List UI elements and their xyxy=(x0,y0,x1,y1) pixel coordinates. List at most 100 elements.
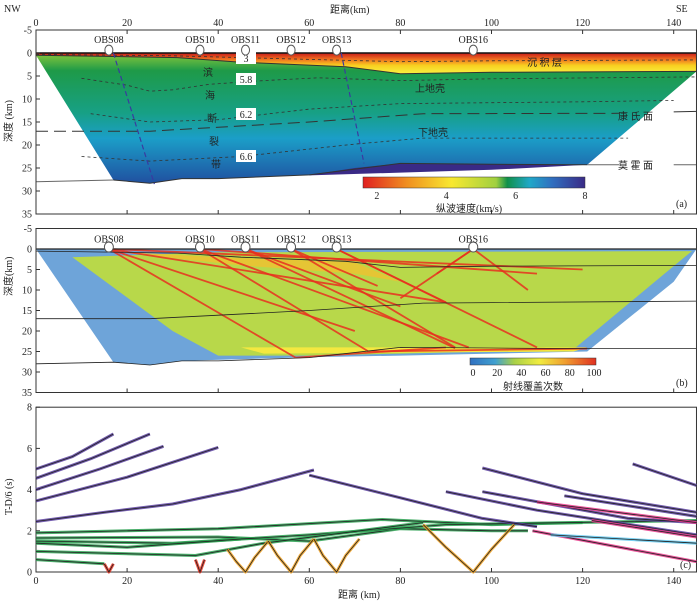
panel-b-colorbar-label: 射线覆盖次数 xyxy=(503,380,563,393)
obs-station-label: OBS11 xyxy=(231,35,260,46)
ray-path xyxy=(336,248,447,304)
fault-zone-char: 滨 xyxy=(203,66,213,79)
calculated-arrival-pmp-2 xyxy=(35,433,151,479)
calculated-arrival-pmp-3 xyxy=(35,445,164,490)
obs-station-marker xyxy=(241,44,251,56)
panel-a-ylabel: 深度 (km) xyxy=(2,100,15,142)
observed-arrival-pmp-4 xyxy=(35,445,219,503)
calculated-arrival-pg-3 xyxy=(35,520,697,544)
observed-arrival-pmp-6 xyxy=(308,473,538,529)
observed-arrival-ps-36 xyxy=(193,559,206,574)
panel-a-label: (a) xyxy=(676,199,687,210)
calculated-arrival-pn-3 xyxy=(591,520,697,538)
obs-station-marker xyxy=(104,44,114,56)
ray-path xyxy=(199,248,369,353)
fault-zone-char: 海 xyxy=(205,89,215,102)
high-coverage-region xyxy=(108,251,401,282)
colorbar-tick-label: 60 xyxy=(541,368,551,379)
obs-station-marker xyxy=(468,44,478,56)
fault-zone-label: 滨 海 断 裂 带 xyxy=(203,66,221,171)
obs-station-marker xyxy=(331,241,342,253)
y-tick-label: 20 xyxy=(22,327,32,338)
y-tick-label: 0 xyxy=(27,568,32,579)
obs-station-marker xyxy=(103,241,114,253)
x-tick-label: 120 xyxy=(575,18,590,29)
y-tick-label: 25 xyxy=(22,347,32,358)
ray-path xyxy=(290,248,456,349)
calculated-arrival-pg-4 xyxy=(35,522,424,556)
obs-station-marker xyxy=(332,44,342,56)
fault-zone-char: 带 xyxy=(211,159,221,171)
obs-station-marker xyxy=(286,241,297,253)
calculated-arrival-pmp-11 xyxy=(632,463,697,486)
se-label: SE xyxy=(676,4,688,15)
contour-label: 3 xyxy=(244,54,249,65)
ray-coverage-colorbar xyxy=(469,357,597,366)
calculated-arrival-ps-36 xyxy=(195,559,205,574)
obs-station-label: OBS08 xyxy=(94,35,123,46)
moho-extension-left xyxy=(35,179,114,183)
x-tick-label: 60 xyxy=(304,576,314,587)
calculated-arrival-pg-5 xyxy=(35,559,105,565)
y-tick-label: 5 xyxy=(27,72,32,83)
obs-station-label: OBS11 xyxy=(231,235,260,246)
colorbar-tick-label: 80 xyxy=(565,368,575,379)
x-tick-label: 120 xyxy=(575,576,590,587)
colorbar-tick-label: 20 xyxy=(492,368,502,379)
calculated-arrival-ps-46 xyxy=(226,540,269,573)
fault-zone-char: 断 xyxy=(207,112,217,125)
y-tick-label: 10 xyxy=(22,286,32,297)
panel-a-velocity-model: 35.86.26.60 20 40 60 80 100 120 140-50510152025… xyxy=(22,18,697,221)
x-tick-label: 140 xyxy=(666,18,681,29)
obs-station-label: OBS08 xyxy=(94,235,123,246)
y-tick-label: 30 xyxy=(22,368,32,379)
x-tick-label: 0 xyxy=(34,18,39,29)
y-tick-label: 4 xyxy=(27,485,32,496)
ray-path xyxy=(245,248,456,350)
ray-path xyxy=(436,248,474,275)
calculated-arrival-pmp-8 xyxy=(445,491,697,536)
calculated-arrival-pmp-4 xyxy=(35,447,219,502)
x-tick-label: 80 xyxy=(395,18,405,29)
calculated-arrival-pmp-10 xyxy=(564,495,697,517)
contour-label-box xyxy=(236,108,256,120)
calculated-arrival-pmp-1 xyxy=(35,433,114,470)
obs-station-marker xyxy=(194,241,205,253)
y-tick-label: 8 xyxy=(27,403,32,414)
sediment-base-line xyxy=(35,54,697,75)
calculated-arrival-pmp-7 xyxy=(482,467,697,513)
obs-station-marker xyxy=(468,241,479,253)
y-tick-label: 10 xyxy=(22,95,32,106)
obs-station-label: OBS12 xyxy=(276,235,305,246)
y-tick-label: 30 xyxy=(22,187,32,198)
ray-path xyxy=(199,248,470,349)
observed-arrival-ps-66 xyxy=(312,538,361,574)
obs-station-marker xyxy=(240,241,251,253)
obs-station-label: OBS16 xyxy=(459,235,488,246)
calculated-arrival-pg-2 xyxy=(35,528,528,542)
sediment-label: 沉 积 层 xyxy=(527,56,562,69)
calculated-arrival-pg-6 xyxy=(35,538,242,548)
fault-line xyxy=(340,52,365,164)
panel-c-xlabel: 距离 (km) xyxy=(338,588,380,601)
moho-line xyxy=(35,346,697,366)
colorbar-tick-label: 40 xyxy=(516,368,526,379)
y-tick-label: 2 xyxy=(27,526,32,537)
calculated-arrival-ps-96 xyxy=(422,524,515,573)
panel-c-travel-times: 0 20 40 60 80 100 120 140 0 2 4 6 8 xyxy=(27,403,697,587)
calculated-arrival-ps-16 xyxy=(103,563,114,573)
obs-station-label: OBS10 xyxy=(185,35,214,46)
calculated-arrival-pmp-5 xyxy=(35,469,315,522)
observed-arrival-ps-16 xyxy=(102,563,115,574)
fault-line xyxy=(112,52,155,185)
observed-arrival-ps-56 xyxy=(267,538,316,574)
panel-b-ylabel: 深度(km) xyxy=(2,257,15,296)
lower-crust-label: 下地壳 xyxy=(418,126,448,139)
ray-path xyxy=(290,248,378,287)
conrad-line xyxy=(36,112,620,132)
calculated-arrival-pmp-6 xyxy=(309,474,538,528)
y-tick-label: 6 xyxy=(27,444,32,455)
conrad-label: 康 氏 面 xyxy=(618,110,653,123)
calculated-arrival-ps-66 xyxy=(313,538,360,573)
